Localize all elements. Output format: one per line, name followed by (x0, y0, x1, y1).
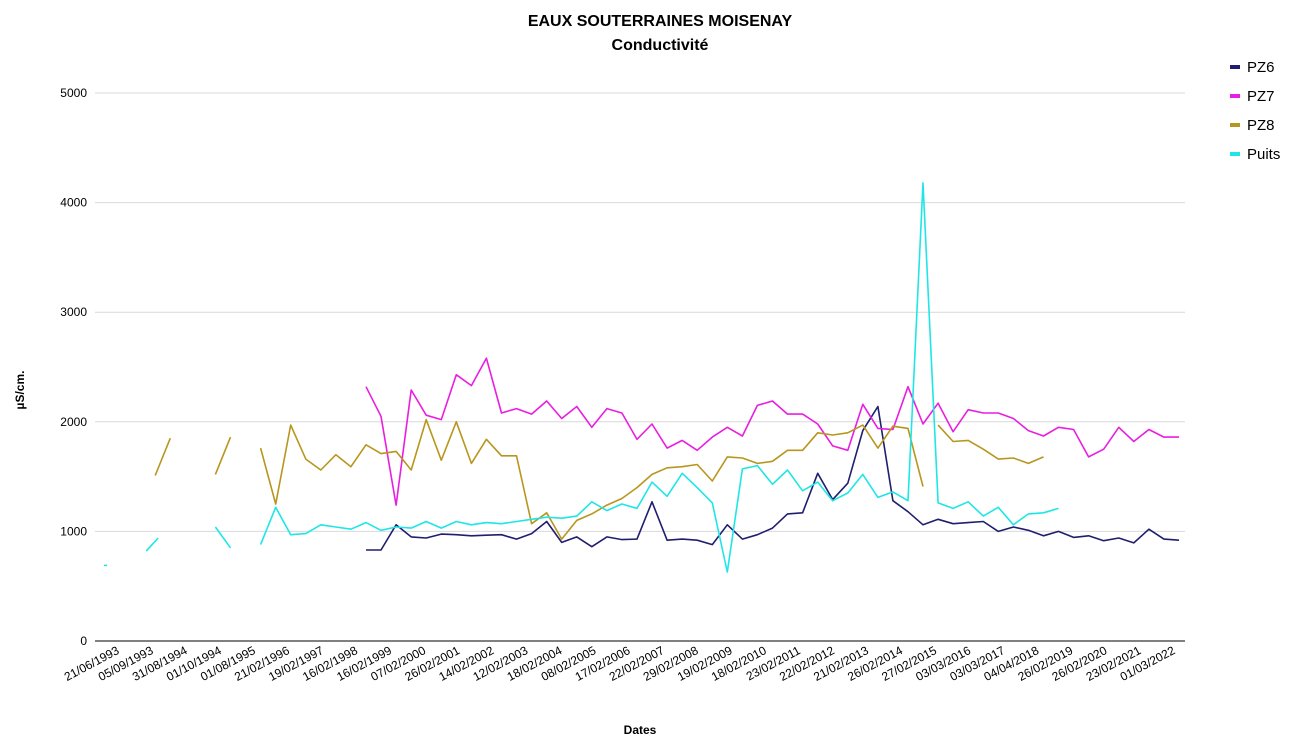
y-axis-label: µS/cm. (13, 371, 27, 410)
legend-label: Puits (1247, 146, 1280, 163)
series-line-puits (145, 537, 159, 552)
y-tick-label: 0 (80, 634, 87, 648)
series-pz7 (365, 357, 1179, 506)
series-puits (104, 182, 1059, 573)
series-line-pz8 (259, 418, 924, 540)
series-pz8 (154, 418, 1044, 540)
legend-label: PZ7 (1247, 88, 1275, 105)
y-tick-label: 3000 (60, 305, 87, 319)
series-lines (104, 182, 1180, 573)
series-line-pz8 (214, 436, 232, 475)
y-tick-label: 4000 (60, 196, 87, 210)
chart-title: EAUX SOUTERRAINES MOISENAY (528, 13, 793, 30)
gridlines (95, 92, 1185, 532)
series-line-pz6 (366, 405, 1180, 551)
chart-subtitle: Conductivité (612, 37, 709, 54)
series-line-puits (259, 182, 1059, 573)
x-axis-label: Dates (624, 723, 657, 737)
legend-swatch (1230, 65, 1240, 69)
legend: PZ6 PZ7 PZ8 Puits (1230, 59, 1280, 163)
series-line-pz8 (154, 437, 172, 476)
y-axis-ticks: 0 1000 2000 3000 4000 5000 (60, 86, 87, 648)
series-line-pz7 (365, 357, 1179, 506)
y-tick-label: 2000 (60, 415, 87, 429)
series-line-pz8 (937, 424, 1044, 465)
legend-swatch (1230, 94, 1240, 98)
y-tick-label: 5000 (60, 86, 87, 100)
legend-swatch (1230, 123, 1240, 127)
x-axis-ticks: 21/06/199305/09/199331/08/199401/10/1994… (62, 643, 1178, 684)
legend-label: PZ8 (1247, 117, 1275, 134)
y-tick-label: 1000 (60, 524, 87, 538)
series-pz6 (366, 405, 1180, 551)
series-line-puits (214, 526, 232, 549)
legend-label: PZ6 (1247, 59, 1275, 76)
legend-swatch (1230, 152, 1240, 156)
